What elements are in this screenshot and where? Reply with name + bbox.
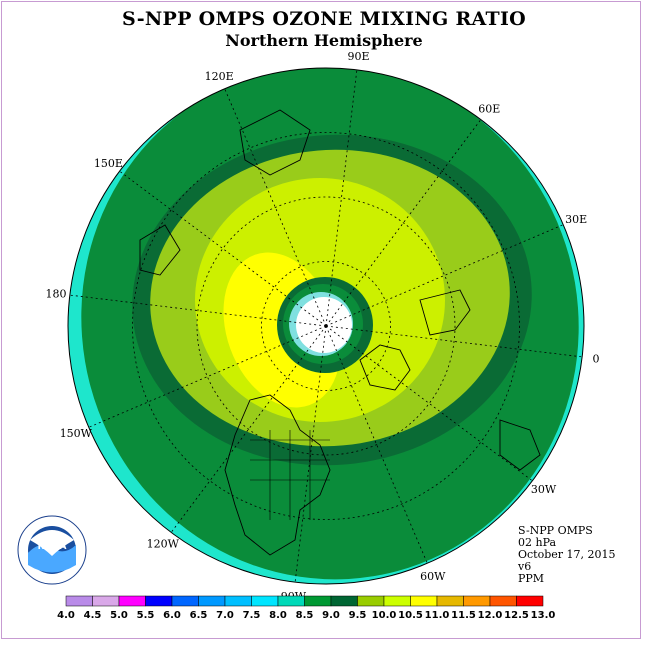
meridian-label: 150E	[94, 157, 123, 170]
colorbar-label: 6.0	[163, 610, 181, 621]
colorbar-label: 4.5	[84, 610, 102, 621]
meridian-line	[325, 325, 428, 564]
colorbar-label: 8.0	[269, 610, 287, 621]
colorbar-swatch	[118, 595, 146, 607]
colorbar-swatch	[357, 595, 385, 607]
info-level: 02 hPa	[518, 536, 557, 549]
colorbar-swatch	[65, 595, 93, 607]
info-block: S-NPP OMPS 02 hPa October 17, 2015 v6 PP…	[518, 525, 616, 585]
graticule	[69, 69, 583, 583]
meridian-label: 120W	[147, 538, 180, 551]
image-frame	[1, 1, 641, 639]
meridian-label: 30E	[565, 213, 587, 226]
colorbar: 4.0 4.5 5.0 5.5 6.0 6.5 7.0 7.5 8.0 8.5 9.0 9.5 10.0…	[57, 595, 556, 621]
meridian-label: 60E	[478, 102, 500, 115]
colorbar-swatch	[383, 595, 411, 607]
colorbar-swatch	[463, 595, 491, 607]
colorbar-label: 5.0	[110, 610, 128, 621]
colorbar-swatch	[516, 595, 544, 607]
meridian-line	[325, 224, 564, 327]
colorbar-swatch	[171, 595, 199, 607]
noaa-logo[interactable]: NOAA	[17, 515, 87, 585]
colorbar-swatch	[304, 595, 332, 607]
page-title: S-NPP OMPS OZONE MIXING RATIO	[121, 8, 527, 30]
meridian-labels: 90E60E30E030W60W90W120W150W180150E120E	[45, 50, 599, 603]
meridian-line	[224, 88, 327, 327]
colorbar-label: 4.0	[57, 610, 75, 621]
colorbar-swatch	[198, 595, 226, 607]
colorbar-swatch	[277, 595, 305, 607]
meridian-line	[88, 325, 327, 428]
colorbar-swatch	[224, 595, 252, 607]
colorbar-label: 11.0	[425, 610, 450, 621]
meridian-line	[294, 325, 327, 583]
logo-text: NOAA	[38, 542, 67, 552]
colorbar-swatch	[436, 595, 464, 607]
colorbar-label: 10.0	[372, 610, 397, 621]
coastlines	[139, 109, 541, 556]
info-instrument: S-NPP OMPS	[518, 524, 593, 537]
colorbar-swatch	[145, 595, 173, 607]
colorbar-label: 7.0	[216, 610, 234, 621]
colorbar-swatch	[330, 595, 358, 607]
colorbar-label: 8.5	[296, 610, 314, 621]
info-units: PPM	[518, 572, 545, 585]
map-boundary	[67, 67, 585, 585]
meridian-label: 120E	[205, 70, 234, 83]
colorbar-label: 9.0	[322, 610, 340, 621]
colorbar-label: 13.0	[531, 610, 556, 621]
colorbar-swatch	[251, 595, 279, 607]
colorbar-label: 12.5	[504, 610, 529, 621]
info-version: v6	[518, 560, 532, 573]
latitude-circle	[132, 132, 520, 520]
info-date: October 17, 2015	[518, 548, 616, 561]
meridian-label: 30W	[531, 483, 557, 496]
colorbar-label: 10.5	[398, 610, 423, 621]
meridian-label: 180	[45, 287, 66, 300]
meridian-label: 0	[593, 353, 600, 366]
meridian-line	[69, 294, 327, 327]
meridian-line	[325, 325, 583, 358]
meridian-label: 90E	[348, 50, 370, 63]
latitude-circle	[261, 261, 391, 391]
colorbar-swatch	[489, 595, 517, 607]
colorbar-label: 5.5	[137, 610, 155, 621]
ozone-field	[68, 68, 584, 584]
colorbar-label: 7.5	[243, 610, 261, 621]
colorbar-label: 6.5	[190, 610, 208, 621]
colorbar-swatch	[410, 595, 438, 607]
colorbar-label: 9.5	[349, 610, 367, 621]
pole-missing-data	[296, 297, 352, 353]
page-subtitle: Northern Hemisphere	[225, 31, 423, 50]
meridian-label: 150W	[60, 427, 93, 440]
colorbar-label: 11.5	[451, 610, 476, 621]
meridian-line	[325, 69, 358, 327]
meridian-label: 60W	[420, 570, 446, 583]
colorbar-swatch	[92, 595, 120, 607]
latitude-circle	[196, 196, 456, 456]
colorbar-label: 12.0	[478, 610, 503, 621]
